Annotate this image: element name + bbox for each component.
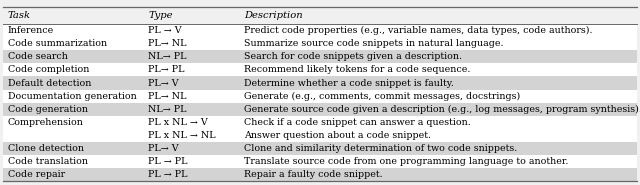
Text: PL x NL → V: PL x NL → V — [148, 118, 208, 127]
Text: Task: Task — [8, 11, 31, 20]
Text: NL→ PL: NL→ PL — [148, 52, 187, 61]
Text: Code translation: Code translation — [8, 157, 88, 166]
FancyBboxPatch shape — [3, 76, 637, 90]
Text: Check if a code snippet can answer a question.: Check if a code snippet can answer a que… — [244, 118, 471, 127]
Text: Code search: Code search — [8, 52, 68, 61]
FancyBboxPatch shape — [3, 103, 637, 116]
Text: Generate (e.g., comments, commit messages, docstrings): Generate (e.g., comments, commit message… — [244, 92, 521, 101]
Text: PL→ V: PL→ V — [148, 144, 179, 153]
Text: Clone and similarity determination of two code snippets.: Clone and similarity determination of tw… — [244, 144, 518, 153]
Text: PL → PL: PL → PL — [148, 170, 188, 179]
Text: NL→ PL: NL→ PL — [148, 105, 187, 114]
Text: Determine whether a code snippet is faulty.: Determine whether a code snippet is faul… — [244, 78, 454, 88]
FancyBboxPatch shape — [3, 155, 637, 168]
Text: PL→ NL: PL→ NL — [148, 39, 187, 48]
Text: Translate source code from one programming language to another.: Translate source code from one programmi… — [244, 157, 569, 166]
Text: PL → PL: PL → PL — [148, 157, 188, 166]
Text: Summarize source code snippets in natural language.: Summarize source code snippets in natura… — [244, 39, 504, 48]
Text: PL→ V: PL→ V — [148, 78, 179, 88]
Text: Answer question about a code snippet.: Answer question about a code snippet. — [244, 131, 431, 140]
FancyBboxPatch shape — [3, 168, 637, 181]
FancyBboxPatch shape — [3, 63, 637, 76]
Text: PL x NL → NL: PL x NL → NL — [148, 131, 216, 140]
FancyBboxPatch shape — [3, 90, 637, 103]
FancyBboxPatch shape — [3, 129, 637, 142]
FancyBboxPatch shape — [3, 24, 637, 37]
Text: Generate source code given a description (e.g., log messages, program synthesis): Generate source code given a description… — [244, 105, 640, 114]
Text: Repair a faulty code snippet.: Repair a faulty code snippet. — [244, 170, 383, 179]
FancyBboxPatch shape — [3, 116, 637, 129]
Text: Inference: Inference — [8, 26, 54, 35]
Text: PL → V: PL → V — [148, 26, 182, 35]
Text: Clone detection: Clone detection — [8, 144, 84, 153]
Text: Code completion: Code completion — [8, 65, 89, 74]
Text: Recommend likely tokens for a code sequence.: Recommend likely tokens for a code seque… — [244, 65, 471, 74]
Text: PL→ NL: PL→ NL — [148, 92, 187, 101]
Text: Code generation: Code generation — [8, 105, 88, 114]
Text: Default detection: Default detection — [8, 78, 91, 88]
FancyBboxPatch shape — [3, 142, 637, 155]
FancyBboxPatch shape — [3, 37, 637, 50]
Text: PL→ PL: PL→ PL — [148, 65, 185, 74]
Text: Documentation generation: Documentation generation — [8, 92, 136, 101]
Text: Code repair: Code repair — [8, 170, 65, 179]
Text: Code summarization: Code summarization — [8, 39, 107, 48]
Text: Description: Description — [244, 11, 303, 20]
Text: Type: Type — [148, 11, 173, 20]
Text: Predict code properties (e.g., variable names, data types, code authors).: Predict code properties (e.g., variable … — [244, 26, 593, 35]
FancyBboxPatch shape — [3, 50, 637, 63]
Text: Search for code snippets given a description.: Search for code snippets given a descrip… — [244, 52, 463, 61]
Text: Comprehension: Comprehension — [8, 118, 84, 127]
